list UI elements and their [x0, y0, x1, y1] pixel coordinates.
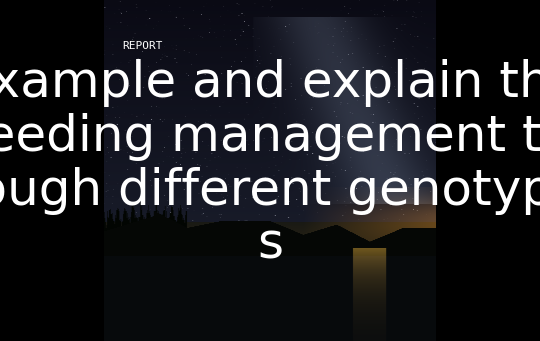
Text: REPORT: REPORT [123, 41, 163, 51]
Text: Example and explain the
feeding management th
rough different genotype
s: Example and explain the feeding manageme… [0, 59, 540, 268]
